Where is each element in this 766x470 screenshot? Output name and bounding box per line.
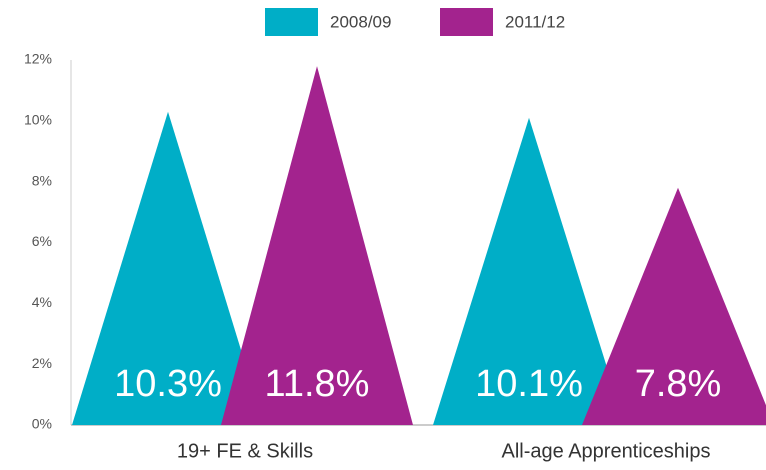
y-tick-label: 8% xyxy=(32,172,52,188)
y-tick-label: 2% xyxy=(32,355,52,371)
y-tick-label: 6% xyxy=(32,233,52,249)
x-tick-label: All-age Apprenticeships xyxy=(501,440,710,462)
triangle-bar xyxy=(221,66,413,425)
y-tick-label: 10% xyxy=(24,112,52,128)
y-tick-label: 12% xyxy=(24,51,52,67)
data-label: 10.1% xyxy=(475,363,583,405)
data-label: 7.8% xyxy=(635,363,722,405)
data-label: 11.8% xyxy=(265,363,370,405)
triangle-bar xyxy=(72,111,264,425)
y-tick-label: 4% xyxy=(32,294,52,310)
triangle-bar xyxy=(582,187,766,425)
legend-swatch xyxy=(440,8,493,36)
legend-label: 2008/09 xyxy=(330,12,391,31)
legend-swatch xyxy=(265,8,318,36)
y-tick-label: 0% xyxy=(32,416,52,432)
data-label: 10.3% xyxy=(114,363,222,405)
x-tick-label: 19+ FE & Skills xyxy=(177,440,313,462)
triangle-bar xyxy=(433,117,625,426)
legend-label: 2011/12 xyxy=(505,12,565,31)
